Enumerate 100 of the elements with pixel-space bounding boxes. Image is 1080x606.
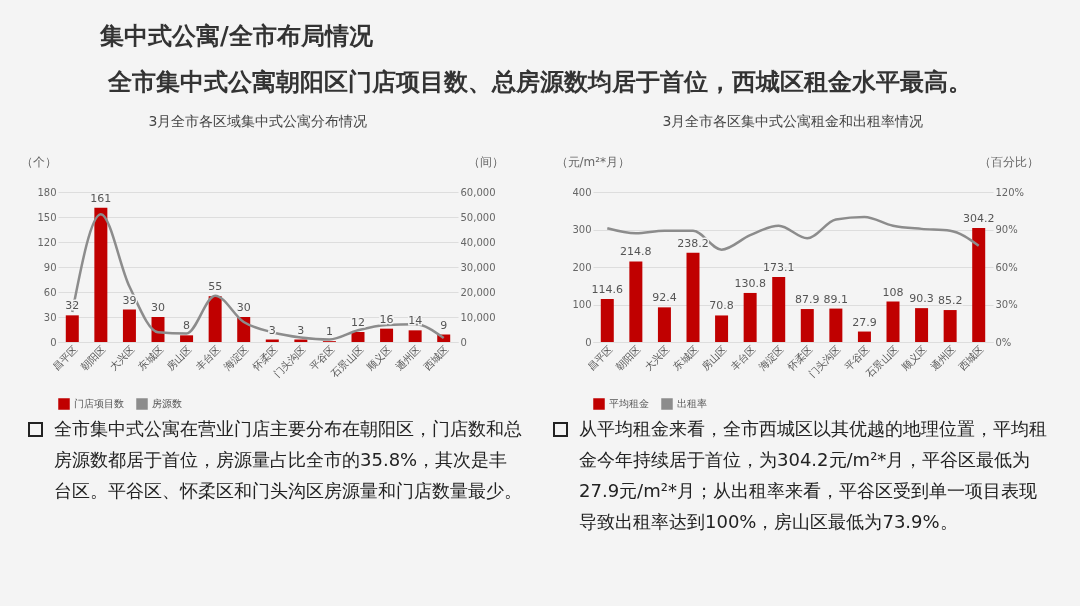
y-tick-label: 120 <box>37 236 57 248</box>
text: 从平均租金来看，全市西城区以其优越的地理位置，平均租金今年持续居于首位，为304.2元/m²*月，平谷区最低为27.9元/m²*月；从出租率来看，平谷区受到单一项目表现导致出租率达到100%，房山区最低为73.9%。 <box>579 418 1047 532</box>
legend-label: 门店项目数 <box>74 398 124 409</box>
bar <box>943 310 957 342</box>
bar <box>886 301 900 342</box>
x-tick-label: 东城区 <box>136 343 166 373</box>
x-tick-label: 顺义区 <box>364 343 394 373</box>
data-label: 87.9 <box>795 293 820 307</box>
legend-label: 平均租金 <box>609 398 649 409</box>
y2-tick-label: 50,000 <box>460 211 496 223</box>
x-tick-label: 房山区 <box>164 343 194 373</box>
bar <box>208 296 222 342</box>
y-tick-label: 300 <box>572 224 592 235</box>
chart-title: 3月全市各区域集中式公寓分布情况 <box>148 113 368 129</box>
y2-tick-label: 120% <box>995 186 1025 198</box>
y-tick-label: 30 <box>43 311 57 323</box>
x-tick-label: 海淀区 <box>221 343 251 373</box>
data-label: 30 <box>151 301 165 314</box>
y-tick-label: 90 <box>43 261 57 273</box>
data-label: 173.1 <box>762 261 795 275</box>
x-tick-label: 大兴区 <box>642 343 672 373</box>
bar <box>351 332 365 342</box>
bar <box>800 309 814 342</box>
y-tick-label: 100 <box>572 299 592 310</box>
data-label: 85.2 <box>937 294 963 308</box>
y-tick-label: 0 <box>50 336 57 348</box>
y2-tick-label: 0 <box>460 336 467 348</box>
text: 全市集中式公寓朝阳区门店项目数、总房源数均居于首位，西城区租金水平最高。 <box>107 67 973 98</box>
data-label: 114.6 <box>591 283 624 297</box>
y2-tick-label: 40,000 <box>460 236 496 248</box>
data-label: 39 <box>122 293 137 307</box>
y-tick-label: 180 <box>37 186 57 198</box>
data-label: 70.8 <box>709 299 734 313</box>
bar <box>715 315 729 342</box>
x-tick-label: 通州区 <box>928 343 958 373</box>
bar <box>65 315 79 342</box>
data-label: 3 <box>297 323 305 337</box>
y-axis-title: （个） <box>20 154 57 169</box>
data-label: 108 <box>882 285 904 299</box>
x-tick-label: 西城区 <box>956 343 986 373</box>
bar <box>94 207 108 342</box>
text: 集中式公寓/全市布局情况 <box>100 21 373 52</box>
bar <box>857 331 871 342</box>
x-tick-label: 海淀区 <box>756 343 786 373</box>
y2-axis-title: （百分比） <box>978 154 1039 169</box>
data-label: 1 <box>325 325 333 339</box>
bar <box>380 328 394 342</box>
x-tick-label: 顺义区 <box>899 343 929 373</box>
bar <box>972 227 986 342</box>
data-label: 304.2 <box>962 211 995 225</box>
y-tick-label: 400 <box>572 186 592 198</box>
legend-label: 出租率 <box>677 398 707 409</box>
data-label: 89.1 <box>823 292 849 306</box>
data-label: 30 <box>236 301 251 314</box>
bar <box>600 299 614 342</box>
y2-tick-label: 60% <box>995 261 1018 273</box>
data-label: 214.8 <box>620 245 652 259</box>
y2-axis-title: （间） <box>467 154 504 169</box>
bar <box>180 335 194 342</box>
y-tick-label: 0 <box>585 336 592 348</box>
data-label: 161 <box>90 191 112 205</box>
y2-tick-label: 20,000 <box>460 286 496 298</box>
bar <box>122 309 136 342</box>
y2-tick-label: 0% <box>995 336 1012 348</box>
bar <box>408 330 422 342</box>
data-label: 238.2 <box>677 236 709 250</box>
data-label: 27.9 <box>852 315 877 329</box>
legend-label: 房源数 <box>152 398 182 409</box>
data-label: 130.8 <box>734 276 766 290</box>
chart-title: 3月全市各区集中式公寓租金和出租率情况 <box>662 113 924 129</box>
y2-tick-label: 10,000 <box>460 311 496 323</box>
data-label: 55 <box>208 280 223 294</box>
y-tick-label: 60 <box>43 286 57 298</box>
y2-tick-label: 30% <box>995 299 1018 310</box>
bar <box>657 307 671 342</box>
bar <box>829 308 843 342</box>
x-tick-label: 丰台区 <box>728 343 758 373</box>
bar <box>743 292 757 342</box>
x-tick-label: 通州区 <box>393 343 423 373</box>
x-tick-label: 朝阳区 <box>613 343 643 373</box>
bar <box>772 277 786 342</box>
x-tick-label: 东城区 <box>671 343 701 373</box>
y-tick-label: 200 <box>572 261 592 273</box>
bar <box>686 252 700 342</box>
data-label: 92.4 <box>652 291 677 305</box>
x-tick-label: 丰台区 <box>193 343 223 373</box>
y-axis-title: （元/m²*月） <box>555 154 631 169</box>
data-label: 90.3 <box>909 292 934 306</box>
x-tick-label: 西城区 <box>421 343 451 373</box>
y2-tick-label: 90% <box>995 224 1018 235</box>
data-label: 16 <box>379 312 394 326</box>
data-label: 12 <box>351 316 365 329</box>
x-tick-label: 朝阳区 <box>78 343 108 373</box>
x-tick-label: 大兴区 <box>107 343 137 373</box>
data-label: 8 <box>183 319 191 333</box>
data-label: 9 <box>440 318 448 332</box>
bar <box>915 308 929 342</box>
y2-tick-label: 30,000 <box>460 261 496 273</box>
y-tick-label: 150 <box>37 211 57 223</box>
y2-tick-label: 60,000 <box>460 186 496 198</box>
